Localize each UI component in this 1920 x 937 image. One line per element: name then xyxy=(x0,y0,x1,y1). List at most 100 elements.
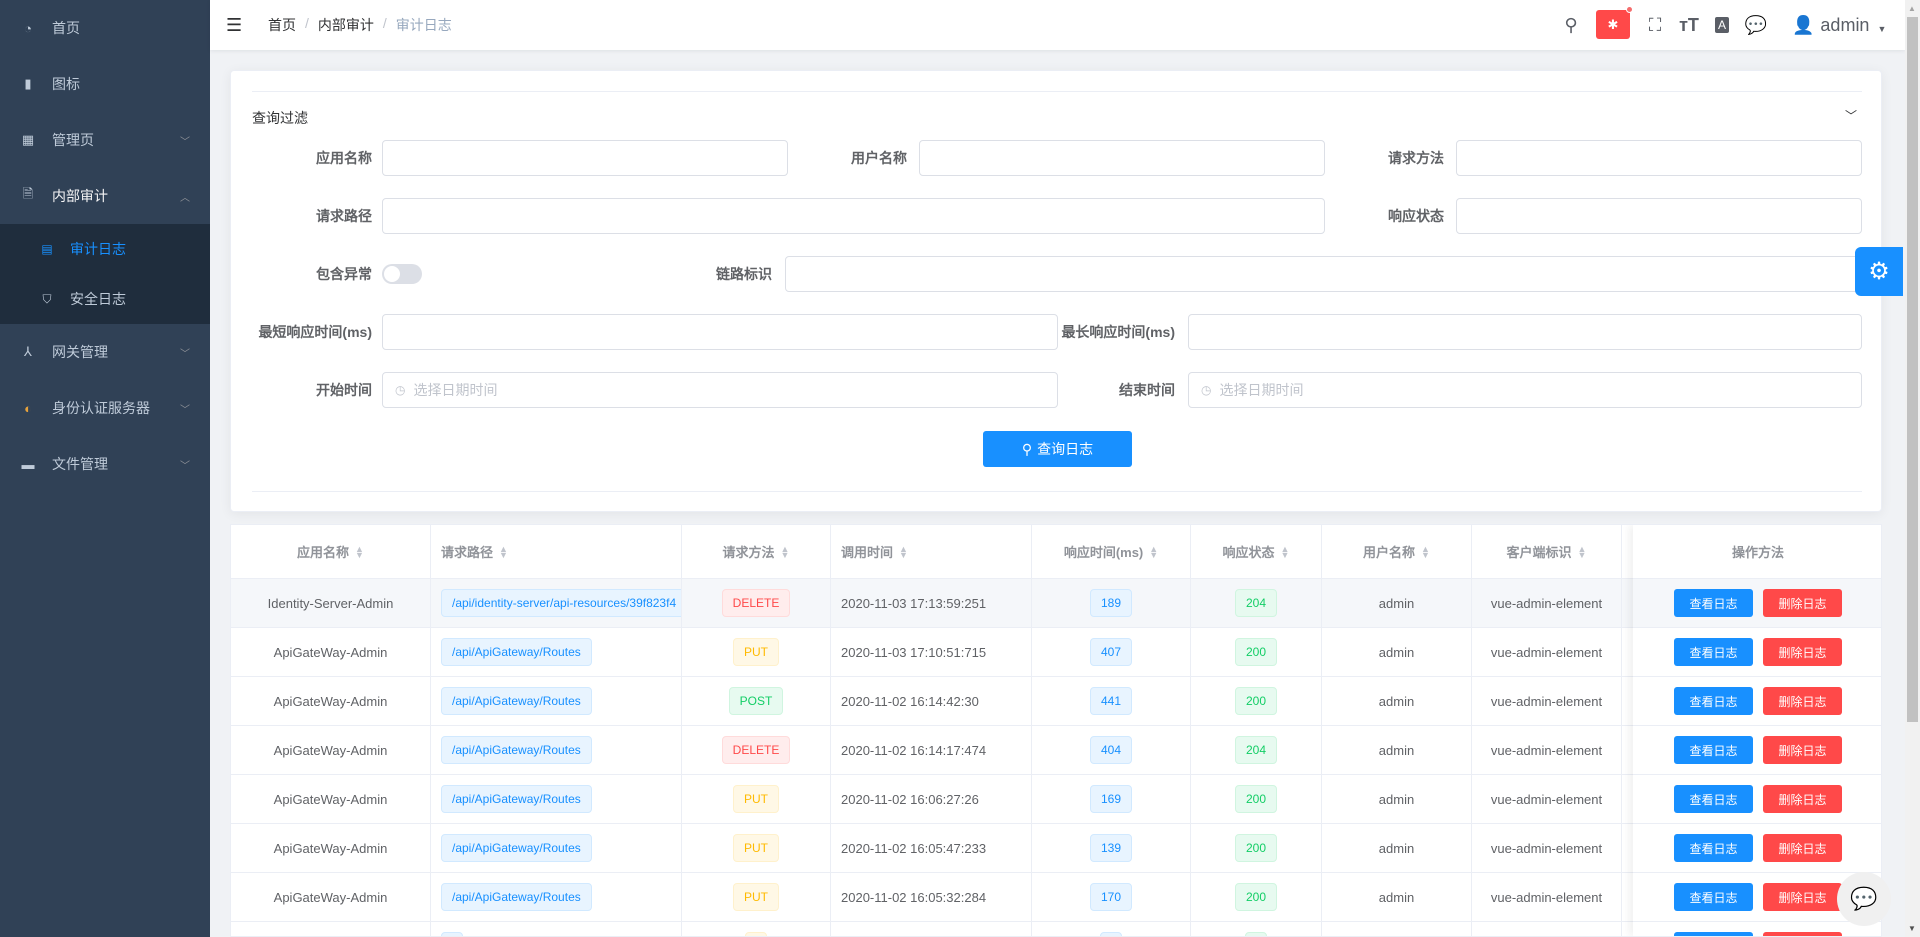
fullscreen-icon[interactable]: ⛶ xyxy=(1648,14,1662,35)
sidebar-item-icons[interactable]: ▮ 图标 xyxy=(0,56,210,112)
breadcrumb-home[interactable]: 首页 xyxy=(268,17,296,33)
sort-icon[interactable]: ▲ ▼ xyxy=(780,543,790,560)
column-header-call-time[interactable]: 调用时间 ▲ ▼ xyxy=(831,525,1032,578)
delete-log-button[interactable]: 删除日志 xyxy=(1763,834,1842,862)
view-log-button[interactable]: 查看日志 xyxy=(1674,932,1753,936)
cell-client-id: vue-admin-element xyxy=(1472,726,1622,774)
column-header-user-name[interactable]: 用户名称 ▲ ▼ xyxy=(1322,525,1472,578)
hamburger-icon[interactable]: ☰ xyxy=(226,14,243,35)
caret-down-icon: ▼ xyxy=(1877,24,1887,34)
sort-icon[interactable]: ▲ ▼ xyxy=(1149,543,1159,560)
max-time-input[interactable] xyxy=(1188,314,1862,350)
sidebar-item-label: 身份认证服务器 xyxy=(52,400,150,416)
path-tag: /api/identity-server/api-resources/39f82… xyxy=(441,589,681,617)
cell-text: admin xyxy=(1378,693,1415,709)
table-row[interactable] xyxy=(231,922,1881,936)
column-header-response-time[interactable]: 响应时间(ms) ▲ ▼ xyxy=(1032,525,1191,578)
page-scrollbar[interactable]: ▲ ▼ xyxy=(1905,0,1920,937)
view-log-button[interactable]: 查看日志 xyxy=(1674,785,1753,813)
breadcrumb-audit[interactable]: 内部审计 xyxy=(317,17,374,33)
response-time-tag: 169 xyxy=(1089,785,1133,813)
chevron-down-icon[interactable]: ﹀ xyxy=(1845,109,1858,123)
header-label: 操作方法 xyxy=(1731,545,1784,560)
end-time-picker[interactable]: ◷ 选择日期时间 xyxy=(1188,372,1862,408)
actions-cell: 查看日志 删除日志 xyxy=(1633,628,1881,677)
sort-icon[interactable]: ▲ ▼ xyxy=(499,543,508,560)
column-header-status[interactable]: 响应状态 ▲ ▼ xyxy=(1191,525,1322,578)
column-header-app-name[interactable]: 应用名称 ▲ ▼ xyxy=(231,525,431,578)
sidebar-item-security-log[interactable]: ⛉ 安全日志 xyxy=(0,274,210,324)
sort-icon[interactable]: ▲ ▼ xyxy=(899,543,908,560)
sidebar-item-internal-audit[interactable]: 🗎 内部审计 ︿ xyxy=(0,168,210,224)
sidebar-item-identity-server[interactable]: ◐ 身份认证服务器 ﹀ xyxy=(0,380,210,436)
user-name-input[interactable] xyxy=(919,140,1325,176)
sort-icon[interactable]: ▲ ▼ xyxy=(1577,543,1587,560)
chevron-down-icon: ﹀ xyxy=(180,348,190,360)
trace-id-input[interactable] xyxy=(785,256,1862,292)
view-log-button[interactable]: 查看日志 xyxy=(1674,883,1753,911)
cell-app-name: ApiGateWay-Admin xyxy=(231,726,431,774)
table-row[interactable]: ApiGateWay-Admin/api/ApiGateway/Routes PU… xyxy=(231,775,1881,824)
start-time-picker[interactable]: ◷ 选择日期时间 xyxy=(382,372,1058,408)
error-log-button[interactable]: ✱ xyxy=(1596,6,1633,39)
sort-icon[interactable]: ▲ ▼ xyxy=(1421,543,1430,560)
search-logs-button[interactable]: ⚲ 查询日志 xyxy=(983,431,1132,467)
sidebar-item-label: 首页 xyxy=(52,20,80,36)
method-input[interactable] xyxy=(1456,140,1862,176)
language-icon[interactable]: A xyxy=(1711,0,1733,50)
search-icon[interactable]: ⚲ xyxy=(1564,14,1578,35)
cell-path: /api/ApiGateway/Routes xyxy=(431,775,682,823)
delete-log-button[interactable]: 删除日志 xyxy=(1763,638,1842,666)
path-input[interactable] xyxy=(382,198,1325,234)
column-header-method[interactable]: 请求方法 ▲ ▼ xyxy=(682,525,831,578)
view-log-button[interactable]: 查看日志 xyxy=(1674,589,1753,617)
cell-path: /api/ApiGateway/Routes xyxy=(431,677,682,725)
view-log-button[interactable]: 查看日志 xyxy=(1674,736,1753,764)
sidebar-item-label: 网关管理 xyxy=(52,344,108,360)
has-exception-switch[interactable] xyxy=(382,264,422,284)
column-header-actions: 操作方法 xyxy=(1633,525,1881,578)
path-tag: /api/ApiGateway/Routes xyxy=(441,736,592,764)
app-name-input[interactable] xyxy=(382,140,788,176)
delete-log-button[interactable]: 删除日志 xyxy=(1763,736,1842,764)
table-row[interactable]: ApiGateWay-Admin/api/ApiGateway/Routes PU… xyxy=(231,873,1881,922)
button-label: 查看日志 xyxy=(1689,596,1738,611)
filter-title[interactable]: 查询过滤 xyxy=(252,110,308,126)
chat-widget-button[interactable]: 💬 xyxy=(1837,872,1891,926)
cell-text: admin xyxy=(1378,889,1415,905)
delete-log-button[interactable]: 删除日志 xyxy=(1763,589,1842,617)
table-row[interactable]: ApiGateWay-Admin/api/ApiGateway/Routes DE… xyxy=(231,726,1881,775)
column-header-path[interactable]: 请求路径 ▲ ▼ xyxy=(431,525,682,578)
status-input[interactable] xyxy=(1456,198,1862,234)
view-log-button[interactable]: 查看日志 xyxy=(1674,687,1753,715)
table-row[interactable]: Identity-Server-Admin/api/identity-serve… xyxy=(231,579,1881,628)
delete-log-button[interactable]: 删除日志 xyxy=(1763,687,1842,715)
sidebar-item-files[interactable]: ▬ 文件管理 ﹀ xyxy=(0,436,210,492)
sidebar-item-home[interactable]: ◔ 首页 xyxy=(0,0,210,56)
settings-button[interactable]: ⚙ xyxy=(1855,247,1903,296)
scrollbar-thumb[interactable] xyxy=(1907,17,1918,722)
table-row[interactable]: ApiGateWay-Admin/api/ApiGateway/Routes PU… xyxy=(231,628,1881,677)
sort-icon[interactable]: ▲ ▼ xyxy=(1280,543,1290,560)
table-row[interactable]: ApiGateWay-Admin/api/ApiGateway/Routes PO… xyxy=(231,677,1881,726)
cell-client-id: vue-admin-element xyxy=(1472,824,1622,872)
view-log-button[interactable]: 查看日志 xyxy=(1674,638,1753,666)
message-icon[interactable]: 💬 xyxy=(1744,14,1768,35)
cell-user-name: admin xyxy=(1322,579,1472,627)
sidebar-item-audit-log[interactable]: ▤ 审计日志 xyxy=(0,224,210,274)
view-log-button[interactable]: 查看日志 xyxy=(1674,834,1753,862)
table-row[interactable]: ApiGateWay-Admin/api/ApiGateway/Routes PU… xyxy=(231,824,1881,873)
cell-text: ApiGateWay-Admin xyxy=(273,644,388,660)
user-dropdown[interactable]: 👤 admin ▼ xyxy=(1792,0,1886,50)
delete-log-button[interactable]: 删除日志 xyxy=(1763,932,1842,936)
sidebar-item-gateway[interactable]: ⅄ 网关管理 ﹀ xyxy=(0,324,210,380)
sort-icon[interactable]: ▲ ▼ xyxy=(355,543,364,560)
font-size-icon[interactable]: ᴛT xyxy=(1679,14,1699,35)
delete-log-button[interactable]: 删除日志 xyxy=(1763,883,1842,911)
min-time-input[interactable] xyxy=(382,314,1058,350)
identity-icon: ◐ xyxy=(24,400,32,416)
delete-log-button[interactable]: 删除日志 xyxy=(1763,785,1842,813)
breadcrumb: 首页 / 内部审计 / 审计日志 xyxy=(268,15,452,33)
sidebar-item-admin-pages[interactable]: ▦ 管理页 ﹀ xyxy=(0,112,210,168)
column-header-client-id[interactable]: 客户端标识 ▲ ▼ xyxy=(1472,525,1622,578)
